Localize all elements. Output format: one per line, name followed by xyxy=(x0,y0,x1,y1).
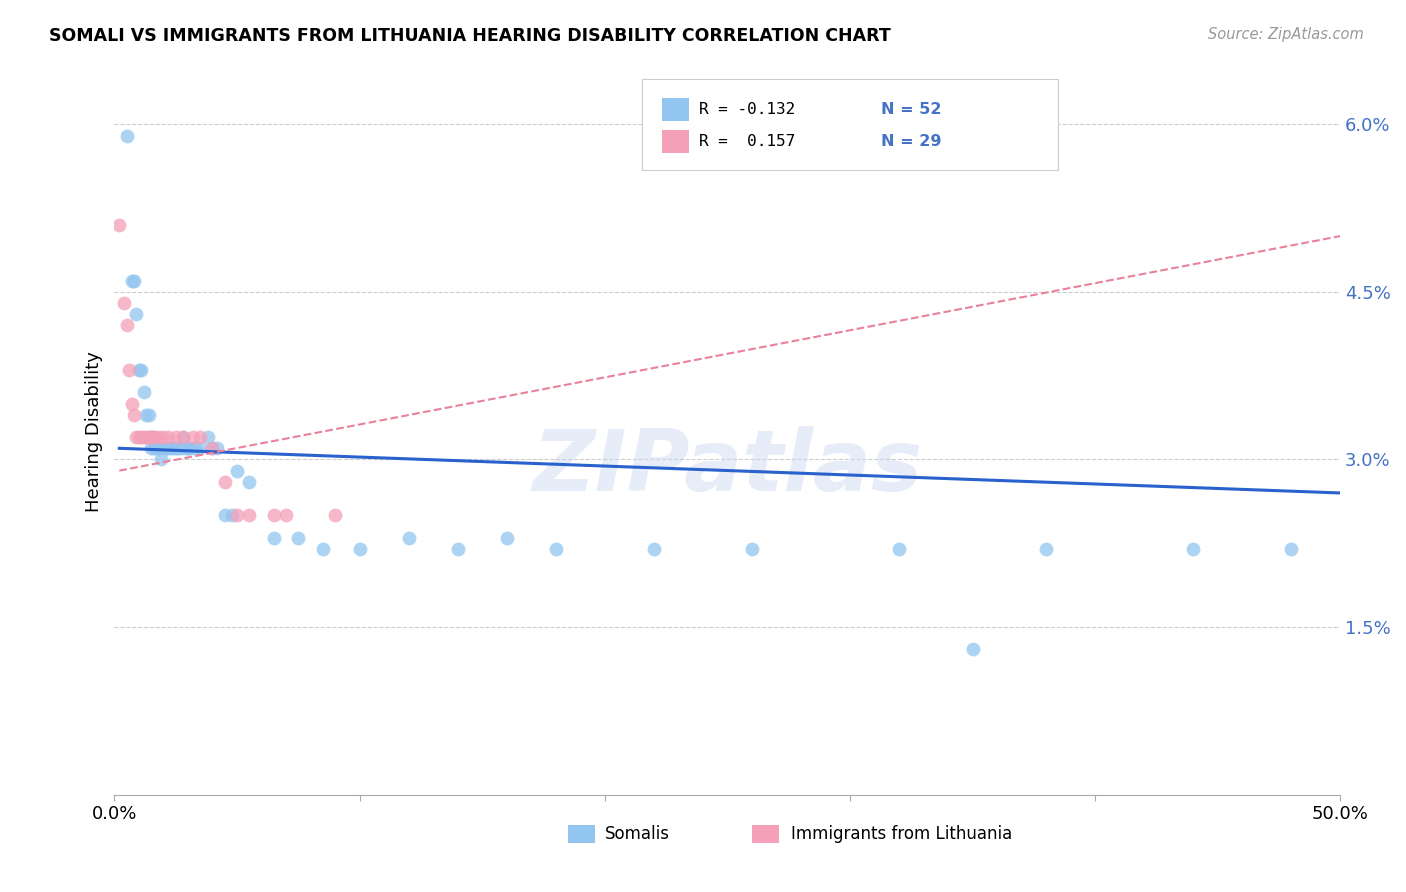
Point xyxy=(226,508,249,523)
Point xyxy=(165,430,187,444)
Point xyxy=(1279,541,1302,556)
Point xyxy=(238,475,260,489)
Text: N = 29: N = 29 xyxy=(880,135,941,149)
Point xyxy=(172,430,194,444)
Point xyxy=(115,128,138,143)
Point xyxy=(122,274,145,288)
Point xyxy=(179,442,201,456)
Point xyxy=(184,442,207,456)
Y-axis label: Hearing Disability: Hearing Disability xyxy=(86,351,103,512)
Point xyxy=(142,430,165,444)
Point xyxy=(495,531,517,545)
Point xyxy=(201,442,224,456)
Point xyxy=(214,508,236,523)
Point xyxy=(188,430,211,444)
Point xyxy=(141,430,163,444)
Point xyxy=(135,408,157,422)
Point xyxy=(238,508,260,523)
Point xyxy=(1035,541,1057,556)
Text: Source: ZipAtlas.com: Source: ZipAtlas.com xyxy=(1208,27,1364,42)
Point xyxy=(188,442,211,456)
Point xyxy=(1182,541,1205,556)
FancyBboxPatch shape xyxy=(641,79,1059,170)
Point xyxy=(177,442,200,456)
Point xyxy=(131,363,153,377)
Point xyxy=(148,430,170,444)
Point xyxy=(128,430,150,444)
Point xyxy=(446,541,468,556)
Text: R =  0.157: R = 0.157 xyxy=(699,135,796,149)
Point xyxy=(172,430,194,444)
Point xyxy=(112,296,135,310)
Point xyxy=(125,307,148,321)
Point xyxy=(162,442,184,456)
Point xyxy=(157,442,180,456)
Point xyxy=(152,442,174,456)
Point xyxy=(135,430,157,444)
Point xyxy=(962,642,984,657)
Point xyxy=(263,531,285,545)
Text: Somalis: Somalis xyxy=(605,825,669,844)
Point xyxy=(118,363,141,377)
FancyBboxPatch shape xyxy=(662,97,689,120)
Point xyxy=(181,430,204,444)
Point xyxy=(174,442,197,456)
Point xyxy=(201,442,224,456)
Point xyxy=(312,541,335,556)
Text: R = -0.132: R = -0.132 xyxy=(699,102,796,117)
Point xyxy=(121,274,143,288)
Point xyxy=(274,508,297,523)
Point xyxy=(398,531,420,545)
Point xyxy=(287,531,309,545)
Point xyxy=(145,442,167,456)
Point xyxy=(152,430,174,444)
Point xyxy=(157,430,180,444)
Point xyxy=(108,218,131,232)
Point xyxy=(167,442,190,456)
Point xyxy=(122,408,145,422)
Text: N = 52: N = 52 xyxy=(880,102,941,117)
Point xyxy=(141,430,163,444)
Point xyxy=(138,408,160,422)
Text: Immigrants from Lithuania: Immigrants from Lithuania xyxy=(792,825,1012,844)
Point xyxy=(323,508,346,523)
Point xyxy=(142,430,165,444)
Point xyxy=(643,541,665,556)
Point xyxy=(131,430,153,444)
Point xyxy=(544,541,567,556)
Point xyxy=(741,541,763,556)
Point xyxy=(349,541,371,556)
Point xyxy=(165,442,187,456)
Point xyxy=(132,385,155,400)
Point xyxy=(263,508,285,523)
Point xyxy=(142,442,165,456)
Point xyxy=(121,396,143,410)
Point xyxy=(148,442,170,456)
FancyBboxPatch shape xyxy=(662,130,689,153)
Point xyxy=(169,442,191,456)
Bar xyxy=(568,825,595,843)
Point xyxy=(207,442,229,456)
Point xyxy=(141,442,163,456)
Text: ZIPatlas: ZIPatlas xyxy=(533,426,922,509)
Point xyxy=(214,475,236,489)
Point xyxy=(132,430,155,444)
Point xyxy=(716,151,738,165)
Point xyxy=(115,318,138,333)
Point xyxy=(125,430,148,444)
Point xyxy=(159,442,181,456)
Point xyxy=(150,452,173,467)
Text: SOMALI VS IMMIGRANTS FROM LITHUANIA HEARING DISABILITY CORRELATION CHART: SOMALI VS IMMIGRANTS FROM LITHUANIA HEAR… xyxy=(49,27,891,45)
Point xyxy=(887,541,910,556)
Bar xyxy=(752,825,779,843)
Point xyxy=(155,442,177,456)
Point xyxy=(138,430,160,444)
Point xyxy=(226,464,249,478)
Point xyxy=(128,363,150,377)
Point xyxy=(197,430,219,444)
Point xyxy=(221,508,243,523)
